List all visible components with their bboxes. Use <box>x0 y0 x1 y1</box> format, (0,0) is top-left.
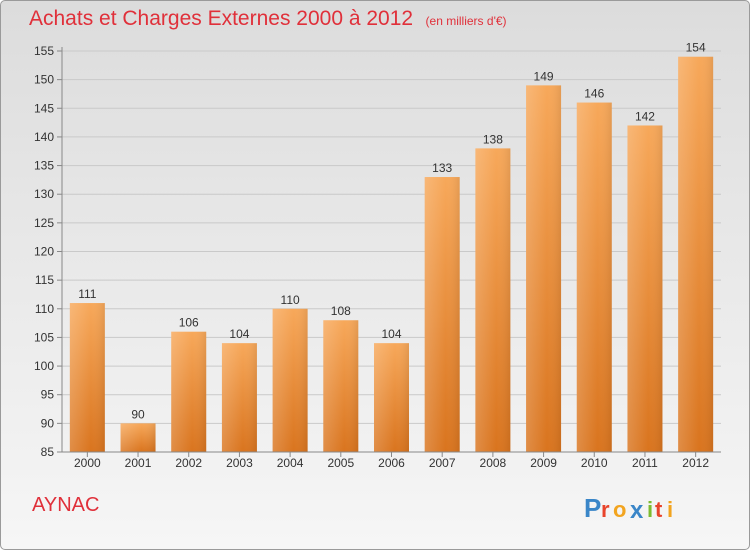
x-tick-label: 2006 <box>378 456 405 470</box>
bar-value-label: 138 <box>483 132 503 146</box>
bar-shading <box>475 148 511 452</box>
bar-shading <box>424 177 460 452</box>
bar-shading <box>627 125 663 452</box>
bar-shading <box>374 343 409 452</box>
y-tick-label: 95 <box>41 388 55 402</box>
bar-value-label: 106 <box>179 316 199 330</box>
chart-title-main: Achats et Charges Externes 2000 à 2012 <box>29 7 414 30</box>
bar-value-label: 90 <box>131 407 145 421</box>
y-tick-label: 105 <box>34 330 54 344</box>
y-tick-label: 150 <box>34 73 54 87</box>
y-tick-label: 90 <box>41 416 55 430</box>
svg-text:i: i <box>647 497 653 522</box>
x-tick-label: 2012 <box>682 456 709 470</box>
y-tick-label: 100 <box>34 359 54 373</box>
svg-text:r: r <box>601 497 610 522</box>
bar-value-label: 111 <box>78 287 97 301</box>
bar-shading <box>120 423 156 452</box>
bar-shading <box>526 85 562 452</box>
x-tick-label: 2004 <box>277 456 304 470</box>
y-tick-label: 115 <box>35 273 54 287</box>
bar-shading <box>576 102 612 453</box>
x-tick-label: 2003 <box>226 456 253 470</box>
x-tick-label: 2000 <box>74 456 101 470</box>
bar-shading <box>221 343 257 452</box>
place-name: AYNAC <box>32 494 100 516</box>
x-tick-label: 2001 <box>125 456 152 470</box>
bar-value-label: 133 <box>432 161 452 175</box>
y-tick-label: 110 <box>35 302 54 316</box>
bar-shading <box>678 56 714 452</box>
svg-text:i: i <box>667 497 673 522</box>
bar-shading <box>171 331 207 452</box>
x-tick-label: 2008 <box>480 456 507 470</box>
chart-title: Achats et Charges Externes 2000 à 2012 (… <box>29 7 507 31</box>
x-tick-label: 2010 <box>581 456 608 470</box>
x-tick-label: 2002 <box>175 456 202 470</box>
svg-text:t: t <box>655 497 663 522</box>
bar-shading <box>323 320 359 452</box>
bar-value-label: 108 <box>331 304 351 318</box>
bar-value-label: 104 <box>229 327 249 341</box>
bar-value-label: 104 <box>381 327 401 341</box>
svg-text:o: o <box>613 497 626 522</box>
svg-text:x: x <box>630 497 644 524</box>
y-tick-label: 130 <box>34 187 54 201</box>
x-tick-label: 2009 <box>530 456 557 470</box>
bar-value-label: 142 <box>635 109 655 123</box>
bar-shading <box>69 303 105 452</box>
y-tick-label: 145 <box>34 101 54 115</box>
bar-value-label: 149 <box>534 69 554 83</box>
y-tick-label: 125 <box>34 216 54 230</box>
x-tick-label: 2007 <box>429 456 456 470</box>
bar-value-label: 110 <box>281 293 300 307</box>
y-tick-label: 85 <box>41 445 55 459</box>
y-tick-label: 140 <box>34 130 54 144</box>
x-tick-label: 2005 <box>327 456 354 470</box>
y-tick-label: 155 <box>34 44 54 58</box>
bar-value-label: 146 <box>584 87 604 101</box>
bar-shading <box>272 308 308 452</box>
chart-title-unit: (en milliers d'€) <box>425 14 507 28</box>
bar-value-label: 154 <box>686 41 706 55</box>
y-tick-label: 135 <box>34 159 54 173</box>
x-tick-label: 2011 <box>632 456 658 470</box>
proxiti-logo: P r o x i t i <box>584 493 673 524</box>
svg-text:P: P <box>584 493 601 523</box>
y-tick-label: 120 <box>34 245 54 259</box>
